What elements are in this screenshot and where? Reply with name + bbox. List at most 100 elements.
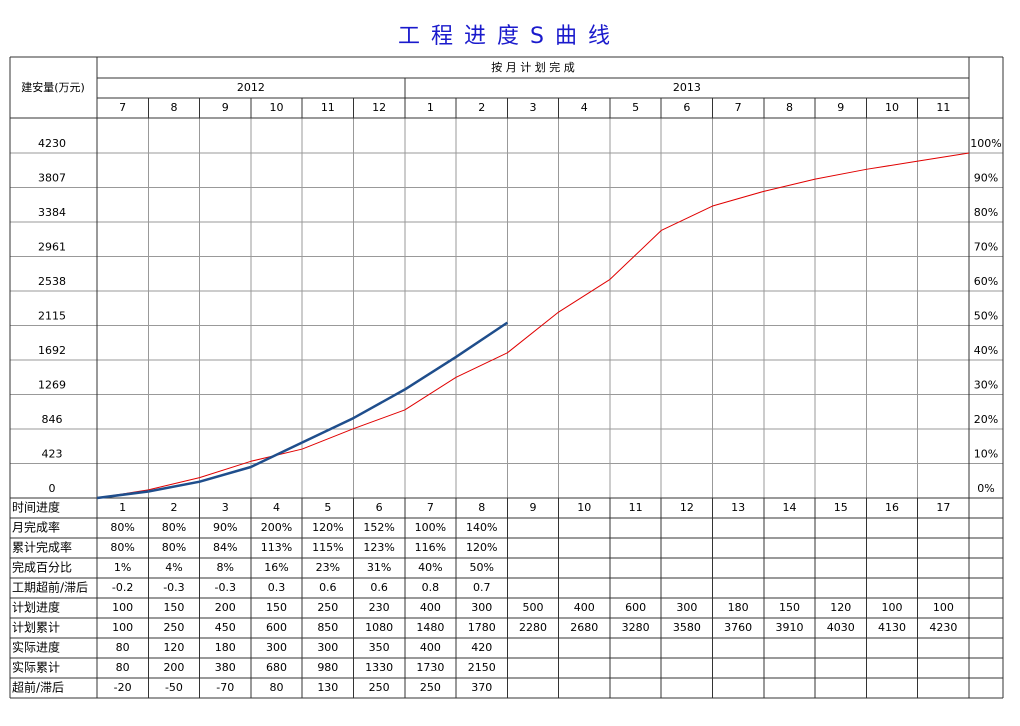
month-label: 11 [936,101,950,114]
y-tick-label: 0 [49,482,56,495]
cell: 16 [885,501,899,514]
cell: 80% [110,521,134,534]
cell: 100 [882,601,903,614]
cell: 400 [574,601,595,614]
y2-tick-label: 20% [974,413,998,426]
cell: 7 [427,501,434,514]
cell: 5 [324,501,331,514]
year-label: 2013 [673,81,701,94]
cell: 90% [213,521,237,534]
cell: 80% [162,541,186,554]
cell: 120 [163,641,184,654]
cell: 4030 [827,621,855,634]
cell: 230 [369,601,390,614]
cell: 4130 [878,621,906,634]
cell: 140% [466,521,497,534]
cell: 16% [264,561,288,574]
cell: 250 [317,601,338,614]
cell: -0.2 [112,581,133,594]
cell: 500 [523,601,544,614]
month-label: 4 [581,101,588,114]
cell: -0.3 [163,581,184,594]
y-tick-label: 2538 [38,275,66,288]
cell: 123% [363,541,394,554]
cell: 50% [469,561,493,574]
cell: 600 [266,621,287,634]
cell: 250 [420,681,441,694]
y2-tick-label: 0% [977,482,994,495]
row-label: 计划进度 [12,600,60,615]
cell: 31% [367,561,391,574]
cell: 0.8 [422,581,440,594]
cell: 0.7 [473,581,491,594]
cell: 100% [415,521,446,534]
y2-tick-label: 80% [974,206,998,219]
cell: 8% [217,561,234,574]
cell: 100 [933,601,954,614]
month-label: 6 [683,101,690,114]
y2-tick-label: 50% [974,310,998,323]
y-tick-label: 2961 [38,241,66,254]
cell: 4230 [929,621,957,634]
cell: 100 [112,601,133,614]
cell: 300 [266,641,287,654]
y-tick-label: 3807 [38,172,66,185]
cell: 150 [779,601,800,614]
cell: 1780 [468,621,496,634]
cell: 250 [369,681,390,694]
cell: 0.6 [370,581,388,594]
cell: 200 [215,601,236,614]
cell: 180 [728,601,749,614]
cell: 200% [261,521,292,534]
cell: 4 [273,501,280,514]
y-tick-label: 1692 [38,344,66,357]
cell: 1480 [416,621,444,634]
month-label: 11 [321,101,335,114]
cell: 400 [420,601,441,614]
cell: 115% [312,541,343,554]
month-label: 9 [222,101,229,114]
cell: 40% [418,561,442,574]
row-label: 累计完成率 [12,540,72,555]
y-tick-label: 4230 [38,137,66,150]
cell: 130 [317,681,338,694]
cell: 300 [317,641,338,654]
cell: 6 [376,501,383,514]
cell: 300 [471,601,492,614]
cell: 680 [266,661,287,674]
cell: 150 [266,601,287,614]
month-label: 10 [270,101,284,114]
month-label: 3 [530,101,537,114]
row-label: 超前/滞后 [12,680,64,695]
row-label: 实际累计 [12,660,60,675]
cell: 15 [834,501,848,514]
cell: 600 [625,601,646,614]
cell: 10 [577,501,591,514]
cell: 380 [215,661,236,674]
plan-label: 按 月 计 划 完 成 [491,60,574,74]
row-label: 时间进度 [12,500,60,515]
cell: 150 [163,601,184,614]
y2-tick-label: 90% [974,172,998,185]
y2-tick-label: 40% [974,344,998,357]
cell: 3580 [673,621,701,634]
y-tick-label: 846 [42,413,63,426]
row-label: 完成百分比 [12,560,72,575]
cell: 12 [680,501,694,514]
cell: 0.6 [319,581,337,594]
cell: 152% [363,521,394,534]
y2-tick-label: 70% [974,241,998,254]
cell: 17 [936,501,950,514]
month-label: 2 [478,101,485,114]
cell: 3760 [724,621,752,634]
cell: 3280 [622,621,650,634]
y-tick-label: 423 [42,448,63,461]
month-label: 12 [372,101,386,114]
y-tick-label: 1269 [38,379,66,392]
cell: -20 [114,681,132,694]
row-label: 工期超前/滞后 [12,580,88,595]
month-label: 1 [427,101,434,114]
y2-tick-label: 30% [974,379,998,392]
curve [148,152,970,491]
